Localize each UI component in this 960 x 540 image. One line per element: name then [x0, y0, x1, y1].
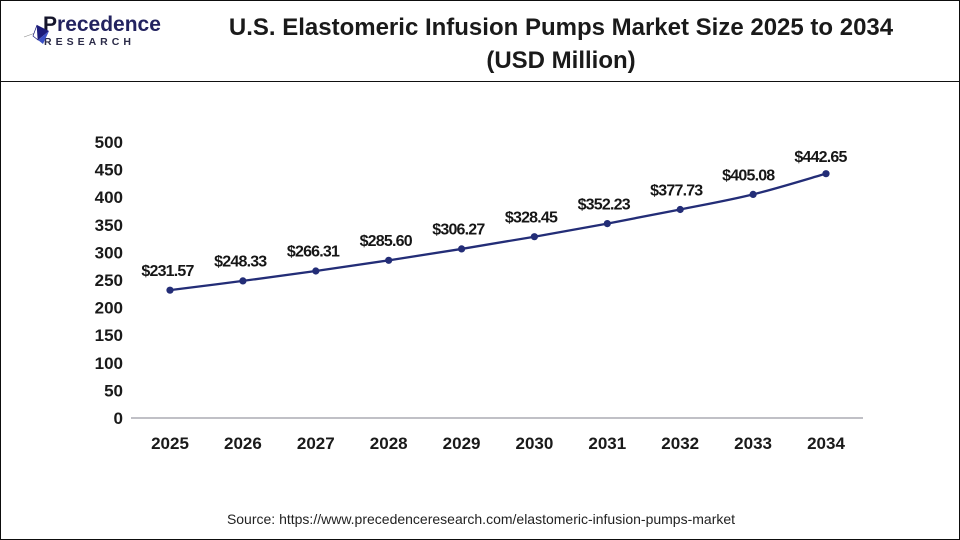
svg-text:2033: 2033 — [734, 434, 772, 453]
svg-text:450: 450 — [95, 161, 123, 180]
svg-text:500: 500 — [95, 133, 123, 152]
svg-text:250: 250 — [95, 271, 123, 290]
svg-text:$266.31: $266.31 — [287, 244, 340, 261]
svg-text:2026: 2026 — [224, 434, 262, 453]
svg-text:$405.08: $405.08 — [722, 168, 775, 185]
svg-text:$442.65: $442.65 — [794, 149, 847, 166]
svg-text:350: 350 — [95, 216, 123, 235]
svg-text:2031: 2031 — [588, 434, 626, 453]
svg-text:$285.60: $285.60 — [360, 233, 413, 250]
svg-text:100: 100 — [95, 354, 123, 373]
svg-text:2025: 2025 — [151, 434, 189, 453]
svg-text:150: 150 — [95, 326, 123, 345]
svg-text:$306.27: $306.27 — [432, 222, 485, 239]
svg-text:$352.23: $352.23 — [578, 196, 631, 213]
svg-text:$328.45: $328.45 — [505, 210, 558, 227]
svg-text:$248.33: $248.33 — [214, 254, 267, 271]
svg-text:50: 50 — [104, 381, 123, 400]
svg-text:200: 200 — [95, 299, 123, 318]
svg-text:2028: 2028 — [370, 434, 408, 453]
svg-text:0: 0 — [114, 409, 123, 428]
svg-text:2029: 2029 — [443, 434, 481, 453]
svg-text:$231.57: $231.57 — [141, 263, 194, 280]
svg-text:2027: 2027 — [297, 434, 335, 453]
svg-text:$377.73: $377.73 — [650, 182, 703, 199]
svg-text:2030: 2030 — [515, 434, 553, 453]
svg-text:2032: 2032 — [661, 434, 699, 453]
svg-text:300: 300 — [95, 243, 123, 262]
svg-text:400: 400 — [95, 188, 123, 207]
svg-text:2034: 2034 — [807, 434, 845, 453]
